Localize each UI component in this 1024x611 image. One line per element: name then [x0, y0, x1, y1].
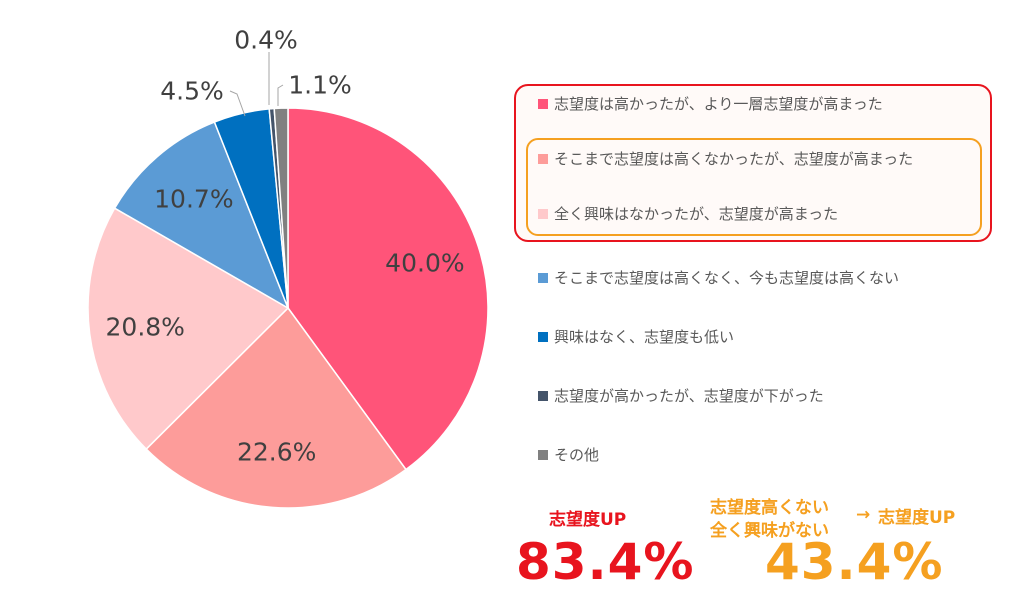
legend-swatch-1 — [538, 153, 548, 164]
up-label: 志望度UP — [549, 510, 627, 530]
pie-slice-6 — [273, 107, 289, 309]
leader-line-6 — [277, 84, 284, 106]
pie-slice-0 — [287, 107, 489, 471]
legend-label-6: その他 — [554, 446, 600, 464]
slice-label-4: 4.5% — [160, 76, 224, 106]
legend-swatch-0 — [538, 98, 548, 109]
slice-label-0: 40.0% — [385, 248, 465, 278]
legend-item-0: 志望度は高かったが、より一層志望度が高まった — [538, 93, 883, 114]
legend-item-4: 興味はなく、志望度も低い — [538, 326, 734, 347]
sub-value: 43.4% — [765, 533, 944, 591]
legend-label-0: 志望度は高かったが、より一層志望度が高まった — [554, 95, 883, 113]
pie-chart — [87, 52, 489, 509]
legend-item-3: そこまで志望度は高くなく、今も志望度は高くない — [538, 267, 899, 288]
sub-label-line2: 全く興味がない — [710, 521, 829, 541]
legend-label-5: 志望度が高かったが、志望度が下がった — [554, 387, 824, 405]
slice-label-6: 1.1% — [288, 70, 352, 100]
legend-item-1: そこまで志望度は高くなかったが、志望度が高まった — [538, 148, 913, 169]
legend-swatch-2 — [538, 208, 548, 219]
sub-label-line1: 志望度高くない — [710, 498, 829, 518]
pie-slice-3 — [113, 121, 290, 310]
legend-swatch-6 — [538, 449, 548, 460]
slice-label-1: 22.6% — [236, 437, 317, 467]
slice-label-3: 10.7% — [154, 184, 234, 214]
legend-label-3: そこまで志望度は高くなく、今も志望度は高くない — [554, 269, 900, 287]
legend-item-6: その他 — [538, 444, 599, 465]
arrow: → — [856, 505, 871, 525]
pie-slice-2 — [87, 207, 290, 451]
slice-label-2: 20.8% — [105, 312, 185, 342]
pie-slice-1 — [145, 306, 408, 509]
legend-label-4: 興味はなく、志望度も低い — [554, 328, 735, 346]
legend-swatch-4 — [538, 331, 548, 342]
legend-label-2: 全く興味はなかったが、志望度が高まった — [554, 205, 839, 223]
sub-result: 志望度UP — [878, 508, 956, 528]
highlight-box-orange — [526, 138, 982, 236]
legend-item-2: 全く興味はなかったが、志望度が高まった — [538, 203, 838, 224]
up-value: 83.4% — [516, 533, 695, 591]
legend-label-1: そこまで志望度は高くなかったが、志望度が高まった — [554, 150, 914, 168]
legend-item-5: 志望度が高かったが、志望度が下がった — [538, 385, 824, 406]
legend-swatch-3 — [538, 272, 548, 283]
leader-line-4 — [229, 90, 246, 117]
legend-swatch-5 — [538, 390, 548, 401]
slice-label-5: 0.4% — [234, 25, 298, 55]
